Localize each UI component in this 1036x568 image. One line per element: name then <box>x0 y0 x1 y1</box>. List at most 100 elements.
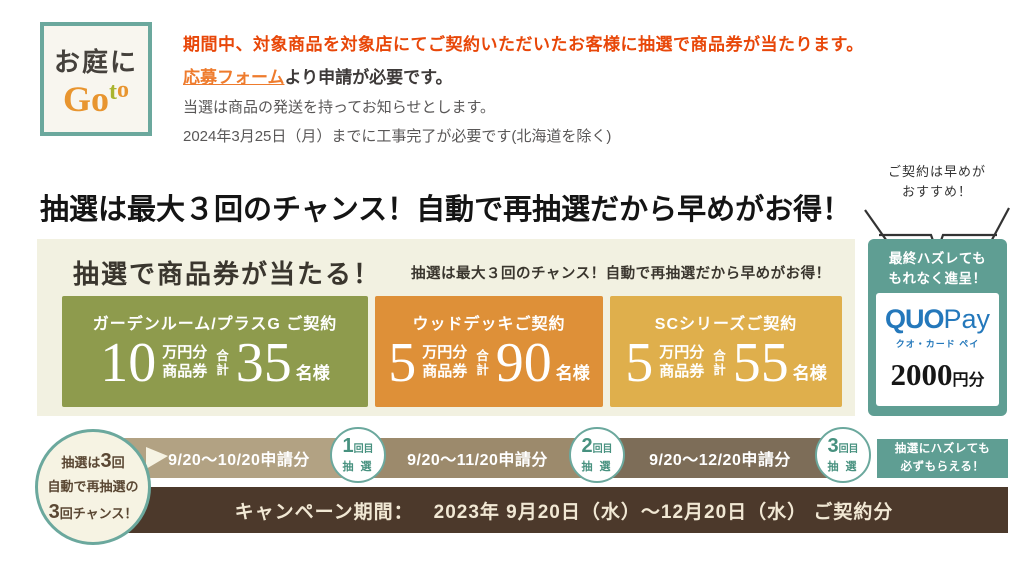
intro-highlight-line: 期間中、対象商品を対象店にてご契約いただいたお客様に抽選で商品券が当たります。 <box>183 35 864 54</box>
prize-winner-suffix: 名様 <box>295 364 330 383</box>
timeline-segment-2: 9/20～11/20申請分 <box>358 438 597 478</box>
prize-total-line1: 合 <box>713 348 726 363</box>
prize-unit-line2: 商品券 <box>422 363 468 380</box>
chance-line3-number: 3 <box>48 501 60 524</box>
prize-unit: 万円分 商品券 <box>659 344 704 382</box>
badge-round-suffix: 回目 <box>592 444 613 455</box>
recommend-bubble-line2: おすすめ！ <box>901 184 972 200</box>
lottery-round-badge-1: 1回目 抽 選 <box>330 427 386 483</box>
chance-line1: 抽選は3回 <box>61 446 124 477</box>
chance-line1-post: 回 <box>111 454 125 470</box>
quo-value: 2000円分 <box>890 357 984 393</box>
lottery-round-badge-2: 2回目 抽 選 <box>569 427 625 483</box>
prize-panel-garden-room: ガーデンルーム/プラスG ご契約 10 万円分 商品券 合計 35 名様 <box>62 296 368 407</box>
prize-total-line2: 計 <box>216 363 229 377</box>
quo-pay-logo: QUOPay <box>885 306 990 333</box>
quo-note-line1: 最終ハズレても <box>888 251 987 266</box>
chance-line3-post: 回チャンス！ <box>59 506 138 522</box>
prize-total-label: 合計 <box>713 349 726 378</box>
prize-winner-count: 90 <box>495 332 552 394</box>
prize-total-line1: 合 <box>216 348 229 363</box>
quo-logo-subtext: クオ・カード ペイ <box>895 339 980 349</box>
prize-winner-suffix: 名様 <box>555 364 590 383</box>
prize-winner-count: 55 <box>732 332 789 394</box>
campaign-period-label: キャンペーン期間： <box>234 501 414 523</box>
quo-logo-bold: QUO <box>884 304 945 334</box>
badge-round-number: 2 <box>581 435 593 457</box>
panel-prize-row: 5 万円分 商品券 合計 55 名様 <box>610 335 842 391</box>
chance-circle-tail <box>146 447 168 469</box>
logo-text-bottom: Goto <box>62 78 129 119</box>
chance-line3: 3回チャンス！ <box>49 497 138 528</box>
badge-round-line: 3回目 <box>827 436 858 456</box>
intro-text-block: 期間中、対象商品を対象店にてご契約いただいたお客様に抽選で商品券が当たります。 … <box>183 30 1013 146</box>
badge-round-suffix: 回目 <box>353 444 374 455</box>
intro-notice-line: 当選は商品の発送を持ってお知らせとします。 <box>183 99 496 116</box>
chance-line1-pre: 抽選は <box>61 454 101 470</box>
timeline-segment-1-label: 9/20～10/20申請分 <box>168 452 310 469</box>
panel-prize-row: 10 万円分 商品券 合計 35 名様 <box>62 335 368 391</box>
prize-total-line1: 合 <box>476 348 489 363</box>
three-chances-circle: 抽選は3回 自動で再抽選の 3回チャンス！ <box>35 429 151 545</box>
prize-unit-line2: 商品券 <box>659 363 705 380</box>
prize-box: 抽選で商品券が当たる！ 抽選は最大３回のチャンス！自動で再抽選だから早めがお得！… <box>37 239 855 416</box>
final-note-line2: 必ずもらえる！ <box>900 460 985 473</box>
logo-go: Go <box>62 78 109 119</box>
prize-total-line2: 計 <box>476 363 489 377</box>
final-note-line1: 抽選にハズレても <box>894 442 991 455</box>
prize-winner-count: 35 <box>235 332 292 394</box>
prize-panel-sc-series: SCシリーズご契約 5 万円分 商品券 合計 55 名様 <box>610 296 842 407</box>
campaign-period-value: 2023年 9月20日（水）～12月20日（水） ご契約分 <box>433 501 894 523</box>
badge-round-line: 1回目 <box>342 436 373 456</box>
panel-product-name: ガーデンルーム/プラスG ご契約 <box>92 316 338 333</box>
quo-value-number: 2000 <box>890 357 953 392</box>
recommend-bubble-line1: ご契約は早めが <box>887 164 986 179</box>
prize-box-subtitle: 抽選は最大３回のチャンス！自動で再抽選だから早めがお得！ <box>411 266 831 282</box>
badge-lottery-label: 抽 選 <box>581 461 613 473</box>
panel-product-name: ウッドデッキご契約 <box>412 316 566 333</box>
prize-unit: 万円分 商品券 <box>422 344 467 382</box>
lottery-round-badge-3: 3回目 抽 選 <box>815 427 871 483</box>
prize-panels: ガーデンルーム/プラスG ご契約 10 万円分 商品券 合計 35 名様 ウッドデ… <box>62 296 842 407</box>
timeline-segment-3-label: 9/20～12/20申請分 <box>649 452 791 469</box>
page-headline: 抽選は最大３回のチャンス！自動で再抽選だから早めがお得！ <box>40 194 852 226</box>
prize-total-label: 合計 <box>476 349 489 378</box>
badge-round-number: 1 <box>342 435 354 457</box>
chance-line1-number: 3 <box>100 449 112 472</box>
quo-value-suffix: 円分 <box>952 372 985 389</box>
prize-winner-suffix: 名様 <box>792 364 827 383</box>
application-form-link[interactable]: 応募フォーム <box>183 68 285 87</box>
panel-prize-row: 5 万円分 商品券 合計 90 名様 <box>375 335 603 391</box>
badge-round-suffix: 回目 <box>838 444 859 455</box>
logo-text-top: お庭に <box>53 46 138 77</box>
prize-total-line2: 計 <box>713 363 726 377</box>
timeline-segment-3: 9/20～12/20申請分 <box>597 438 843 478</box>
prize-amount: 5 <box>388 332 417 394</box>
prize-amount: 10 <box>100 332 157 394</box>
timeline-segment-2-label: 9/20～11/20申請分 <box>407 452 548 469</box>
prize-unit-line1: 万円分 <box>659 344 705 362</box>
intro-deadline-line: 2024年3月25日（月）までに工事完了が必要です(北海道を除く) <box>183 128 612 145</box>
prize-unit: 万円分 商品券 <box>162 344 207 382</box>
prize-box-header: 抽選で商品券が当たる！ 抽選は最大３回のチャンス！自動で再抽選だから早めがお得！ <box>37 239 855 291</box>
oniwa-goto-logo: お庭に Goto <box>40 22 152 136</box>
quo-note-line2: もれなく進呈！ <box>888 271 987 287</box>
logo-to-o: o <box>117 76 129 103</box>
prize-box-title: 抽選で商品券が当たる！ <box>73 259 382 289</box>
quo-logo-light: Pay <box>943 304 991 334</box>
prize-unit-line2: 商品券 <box>162 363 208 380</box>
campaign-period-bar: キャンペーン期間： 2023年 9月20日（水）～12月20日（水） ご契約分 <box>120 487 1008 533</box>
quo-note: 最終ハズレても もれなく進呈！ <box>868 249 1007 290</box>
prize-unit-line1: 万円分 <box>162 344 208 362</box>
quo-pay-card: QUOPay クオ・カード ペイ 2000円分 <box>876 293 999 406</box>
quo-pay-box: 最終ハズレても もれなく進呈！ QUOPay クオ・カード ペイ 2000円分 <box>868 239 1007 416</box>
badge-round-line: 2回目 <box>581 436 612 456</box>
badge-lottery-label: 抽 選 <box>342 461 374 473</box>
intro-application-rest: より申請が必要です。 <box>284 68 453 87</box>
logo-to-t: t <box>109 78 117 105</box>
badge-round-number: 3 <box>827 435 839 457</box>
prize-unit-line1: 万円分 <box>422 344 468 362</box>
prize-panel-wood-deck: ウッドデッキご契約 5 万円分 商品券 合計 90 名様 <box>375 296 603 407</box>
panel-product-name: SCシリーズご契約 <box>654 316 798 333</box>
